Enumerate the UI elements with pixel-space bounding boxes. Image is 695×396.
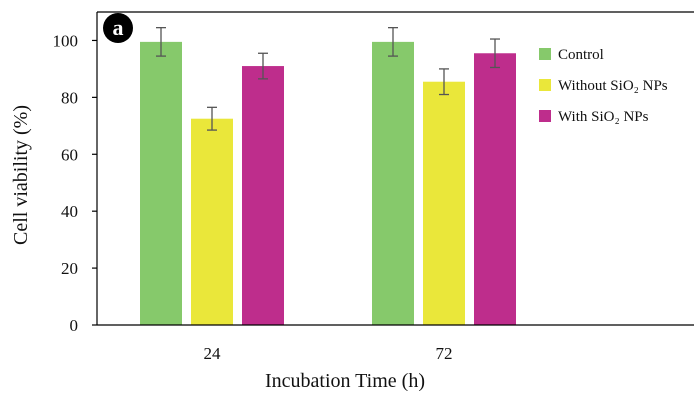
x-tick-label: 24 <box>204 344 222 363</box>
y-axis-title: Cell viability (%) <box>10 105 32 245</box>
y-tick-label: 60 <box>61 145 78 164</box>
y-tick-label: 20 <box>61 259 78 278</box>
panel-label-circle <box>103 13 133 43</box>
legend-swatch <box>539 48 551 60</box>
legend-label: Control <box>558 47 604 63</box>
bar <box>242 66 284 326</box>
y-tick-label: 100 <box>53 31 79 50</box>
legend-label: Without SiO₂ NPs <box>558 78 668 94</box>
legend-swatch <box>539 110 551 122</box>
legend-label: With SiO₂ NPs <box>558 109 649 125</box>
axes <box>96 11 694 326</box>
x-ticks: 24 72 <box>204 344 453 363</box>
y-ticks: 0 20 40 60 80 100 <box>53 31 97 335</box>
bar <box>191 118 233 325</box>
y-tick-label: 40 <box>61 202 78 221</box>
y-tick-label: 0 <box>70 316 79 335</box>
y-tick-label: 80 <box>61 88 78 107</box>
bar <box>423 81 465 325</box>
bar <box>474 53 516 325</box>
legend-swatch <box>539 79 551 91</box>
bar <box>140 41 182 326</box>
panel-label-badge: a <box>103 13 133 43</box>
x-tick-label: 72 <box>436 344 453 363</box>
bar <box>372 41 414 326</box>
legend: Control Without SiO₂ NPs With SiO₂ NPs <box>539 47 668 125</box>
plot-area <box>140 26 516 326</box>
panel-label-text: a <box>113 15 124 40</box>
x-axis-title: Incubation Time (h) <box>265 370 425 391</box>
